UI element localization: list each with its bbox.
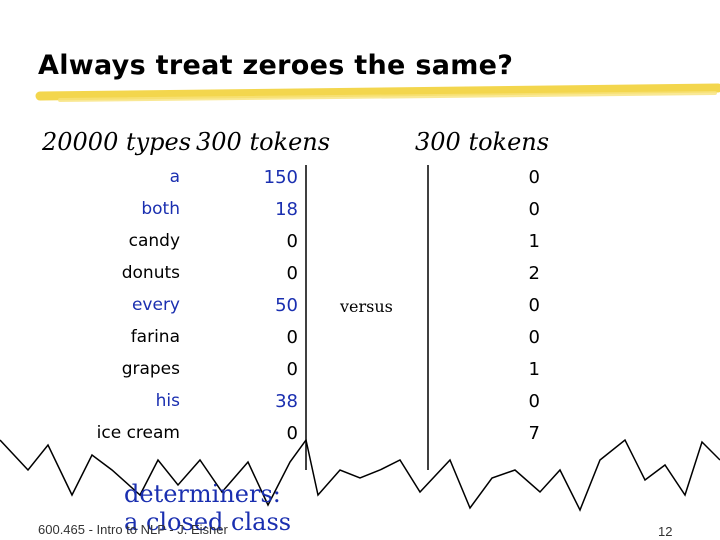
- right-count-cell: 0: [528, 391, 540, 412]
- word-cell: farina: [130, 327, 180, 347]
- right-count-cell: 0: [528, 327, 540, 348]
- left-count-cell: 0: [286, 423, 298, 444]
- word-cell: both: [141, 199, 180, 219]
- slide-footer: 600.465 - Intro to NLP - J. Eisner: [38, 522, 228, 537]
- word-cell: donuts: [121, 263, 180, 283]
- left-count-cell: 0: [286, 359, 298, 380]
- right-count-cell: 1: [528, 231, 540, 252]
- slide-title: Always treat zeroes the same?: [38, 50, 514, 81]
- title-underline: [35, 83, 720, 101]
- right-count-cell: 7: [528, 423, 540, 444]
- determiners-note-line1: determiners:: [124, 480, 281, 508]
- right-count-cell: 1: [528, 359, 540, 380]
- word-cell: candy: [128, 231, 180, 251]
- word-cell: his: [155, 391, 180, 411]
- left-count-cell: 50: [275, 295, 298, 316]
- word-cell: grapes: [121, 359, 180, 379]
- versus-label: versus: [340, 297, 393, 316]
- left-count-cell: 0: [286, 327, 298, 348]
- page-number: 12: [658, 524, 673, 539]
- word-cell: every: [131, 295, 180, 315]
- word-cell: ice cream: [96, 423, 180, 443]
- left-count-cell: 150: [263, 167, 298, 188]
- right-count-cell: 0: [528, 167, 540, 188]
- left-count-cell: 18: [275, 199, 298, 220]
- right-count-cell: 0: [528, 295, 540, 316]
- torn-edge-line: [0, 438, 720, 512]
- header-tokens-right: 300 tokens: [415, 128, 550, 156]
- left-count-cell: 0: [286, 263, 298, 284]
- word-cell: a: [169, 167, 180, 187]
- right-count-cell: 0: [528, 199, 540, 220]
- determiners-note-line2: a closed class: [124, 508, 292, 536]
- header-types: 20000 types: [42, 128, 192, 156]
- header-tokens-left: 300 tokens: [196, 128, 331, 156]
- left-count-cell: 0: [286, 231, 298, 252]
- right-count-cell: 2: [528, 263, 540, 284]
- left-count-cell: 38: [275, 391, 298, 412]
